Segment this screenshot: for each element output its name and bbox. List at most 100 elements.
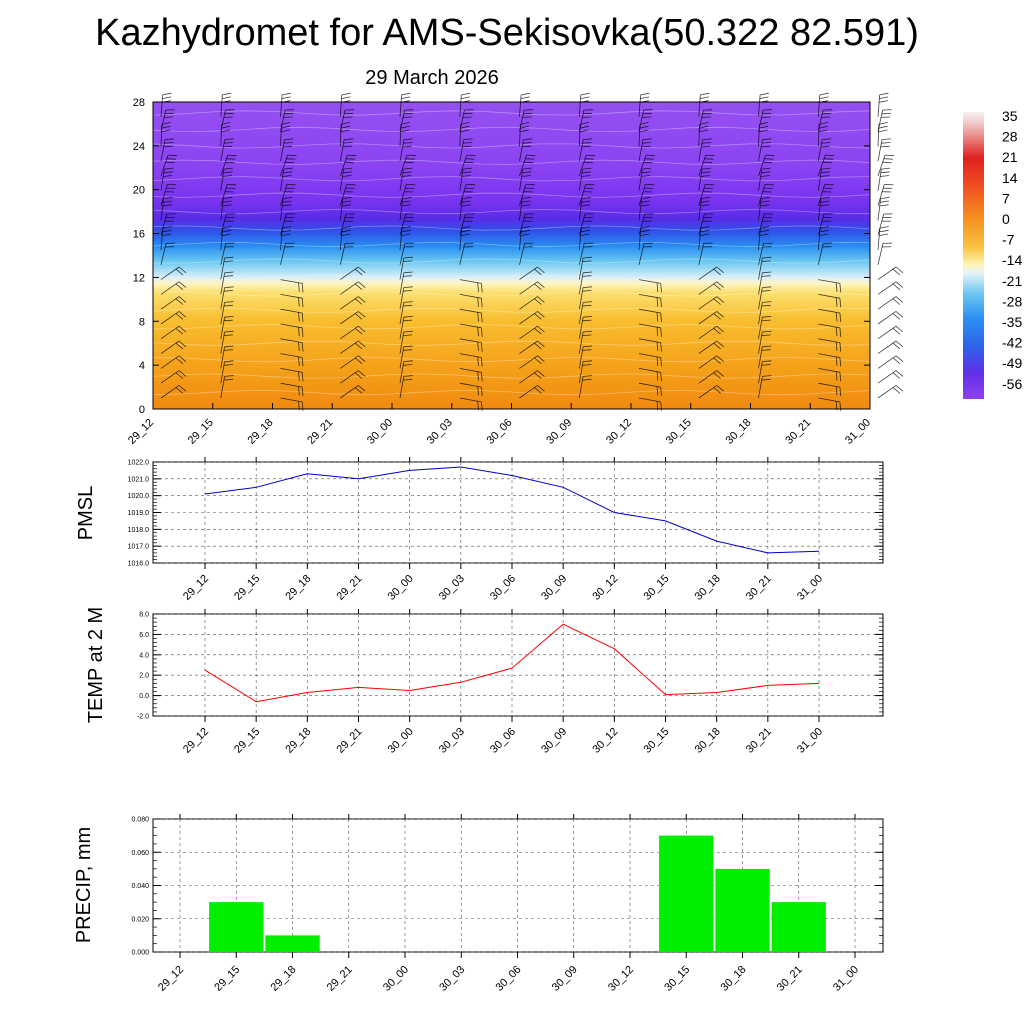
wind-barb: [758, 213, 774, 236]
wind-barb: [698, 370, 724, 384]
temp-panel: 8.0 6.0 4.0 2.0 0.0 -2.0 29_12 29_15 29_18 29_21…: [85, 607, 884, 756]
wind-barb: [399, 242, 415, 265]
y-tick-label: 1018.0: [128, 527, 150, 534]
x-tick-label: 29_12: [181, 726, 211, 756]
wind-barb: [280, 154, 297, 177]
colorbar-label: -56: [1002, 376, 1022, 392]
x-tick-label: 30_09: [550, 964, 580, 994]
wind-barb: [220, 330, 234, 354]
colorbar-label: 0: [1002, 211, 1010, 227]
wind-barb: [758, 167, 771, 191]
contour-line: [152, 307, 871, 313]
wind-barb: [877, 242, 893, 265]
wind-barb: [877, 281, 904, 295]
wind-barb: [758, 242, 773, 265]
wind-barb: [339, 196, 352, 221]
x-tick-label: 30_15: [642, 726, 672, 756]
wind-barb: [519, 355, 545, 369]
wind-barb: [340, 281, 366, 295]
wind-barb: [638, 92, 650, 117]
wind-barb: [817, 154, 835, 177]
wind-barb: [758, 271, 772, 295]
y-tick-label: 8.0: [139, 612, 149, 619]
wind-barb: [220, 242, 235, 265]
x-tick-label: 29_12: [126, 417, 156, 447]
wind-barb: [340, 385, 366, 399]
wind-barb: [758, 330, 772, 354]
wind-barb: [877, 109, 892, 132]
wind-barb: [160, 184, 177, 206]
y-tick-label: 16: [133, 229, 145, 241]
wind-barb: [399, 345, 413, 369]
wind-barb: [340, 325, 366, 340]
wind-barb: [638, 226, 650, 251]
wind-barb: [758, 226, 770, 251]
wind-barb: [220, 256, 234, 280]
y-tick-label: -2.0: [137, 714, 149, 721]
x-tick-label: 29_12: [181, 573, 211, 603]
wind-barb: [160, 167, 174, 191]
x-tick-label: 29_12: [156, 964, 186, 994]
x-tick-label: 30_12: [590, 573, 620, 603]
x-tick-label: 30_00: [365, 417, 395, 447]
contour-line: [152, 225, 871, 231]
page-subtitle: 29 March 2026: [365, 67, 499, 89]
wind-barb: [578, 213, 594, 236]
wind-barb: [758, 375, 772, 399]
wind-barb: [519, 325, 545, 340]
wind-barb: [160, 325, 187, 340]
wind-barb: [578, 301, 593, 325]
colorbar-label: 35: [1002, 108, 1018, 124]
wind-barb: [459, 167, 473, 191]
wind-barb: [160, 385, 187, 399]
x-tick-label: 29_21: [325, 964, 355, 994]
colorbar-label: -49: [1002, 355, 1022, 371]
x-tick-label: 30_09: [544, 417, 574, 447]
colorbar-label: -35: [1002, 314, 1022, 330]
x-tick-label: 30_15: [662, 964, 692, 994]
wind-barb: [459, 368, 483, 382]
wind-barb: [758, 184, 774, 206]
wind-barb: [399, 167, 413, 191]
wind-barb: [578, 271, 593, 295]
wind-barb: [578, 375, 593, 399]
x-tick-label: 30_18: [719, 964, 749, 994]
wind-barb: [339, 154, 357, 177]
wind-barb: [698, 266, 724, 280]
wind-barb: [280, 308, 304, 323]
wind-barb: [160, 355, 187, 369]
wind-barb: [399, 330, 413, 354]
y-tick-label: 0.020: [131, 916, 149, 923]
wind-barb: [519, 266, 545, 280]
wind-barb: [280, 242, 295, 265]
wind-barb: [519, 109, 534, 132]
contour-line: [152, 324, 871, 330]
wind-barb: [818, 294, 842, 308]
wind-barb: [220, 196, 233, 221]
y-tick-label: 12: [133, 272, 145, 284]
x-tick-label: 30_00: [386, 726, 416, 756]
wind-barb: [638, 138, 652, 162]
wind-barb: [698, 196, 711, 221]
wind-barb: [160, 296, 187, 310]
contour-line: [152, 209, 871, 215]
wind-barb: [877, 311, 904, 325]
wind-barb: [519, 340, 545, 354]
x-tick-label: 30_06: [488, 726, 518, 756]
wind-barb: [638, 323, 662, 337]
x-tick-label: 29_21: [305, 417, 335, 447]
wind-barb: [459, 109, 474, 132]
contour-line: [152, 143, 871, 149]
wind-barb: [578, 256, 593, 280]
contour-line: [152, 274, 871, 280]
y-tick-label: 1022.0: [128, 460, 150, 467]
wind-barb: [280, 279, 304, 293]
wind-barb: [877, 184, 894, 206]
wind-barb: [578, 242, 594, 265]
wind-barb: [578, 226, 591, 251]
wind-barb: [459, 196, 472, 221]
precip-y-label: PRECIP, mm: [73, 827, 95, 943]
wind-barb: [399, 213, 415, 236]
colorbar-label: -42: [1002, 335, 1022, 351]
wind-barb: [459, 308, 483, 323]
